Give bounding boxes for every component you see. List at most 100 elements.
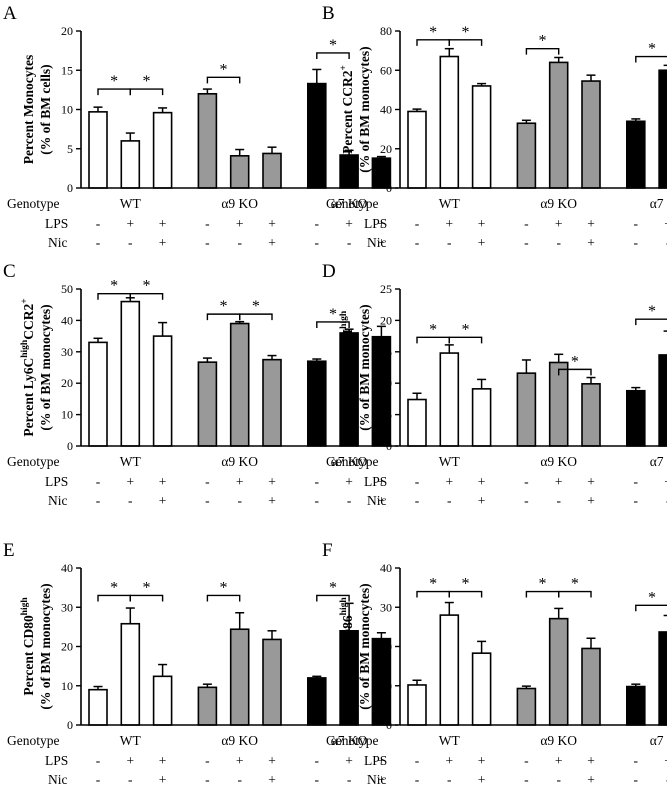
significance-bracket (238, 313, 273, 321)
nic-sign: - (237, 772, 242, 787)
nic-sign: - (634, 772, 639, 787)
significance-star: * (429, 576, 437, 593)
nic-sign: - (347, 235, 352, 250)
lps-sign: + (159, 474, 167, 489)
genotype-label: α7 KO (331, 733, 368, 748)
lps-sign: + (555, 216, 563, 231)
significance-star: * (142, 579, 150, 596)
y-axis-label-line1: Percent CD80high (20, 597, 36, 696)
y-tick-label: 30 (61, 345, 73, 359)
nic-sign: - (128, 493, 133, 508)
y-axis-label-line1: Percent Monocytes (21, 55, 36, 165)
lps-sign: + (664, 753, 667, 768)
y-label-text: Percent CD86 (340, 615, 355, 696)
y-axis-label-line2: (% of BM monocytes) (357, 46, 372, 172)
nic-sign: - (634, 235, 639, 250)
bar (197, 93, 218, 189)
nic-sign: - (128, 772, 133, 787)
bar (229, 155, 250, 189)
y-axis-label-line2: (% of BM monocytes) (357, 583, 372, 709)
y-tick-label: 80 (380, 24, 392, 38)
significance-star: * (571, 353, 579, 370)
y-label-superscript: + (20, 298, 30, 303)
genotype-label: α9 KO (540, 733, 577, 748)
significance-star: * (571, 576, 579, 593)
y-label-superscript: high (20, 597, 30, 616)
nic-sign: + (159, 493, 167, 508)
y-label-text: Percent MHC-II (340, 329, 355, 424)
lps-sign: - (634, 216, 639, 231)
y-tick-label: 40 (380, 103, 392, 117)
y-label-text: Percent Ly6C (21, 358, 36, 437)
y-tick-label: 30 (61, 600, 73, 614)
genotype-label: α9 KO (221, 196, 258, 211)
lps-sign: + (478, 474, 486, 489)
nic-sign: + (268, 493, 276, 508)
bar (120, 140, 141, 189)
genotype-label: WT (439, 196, 461, 211)
row-label-nic: Nic (48, 772, 68, 787)
lps-sign: + (159, 216, 167, 231)
bar (439, 352, 460, 447)
genotype-label: WT (120, 454, 142, 469)
bar (407, 684, 427, 726)
bar (581, 647, 601, 726)
row-label-lps: LPS (364, 753, 387, 768)
bar (262, 638, 282, 726)
nic-sign: - (237, 235, 242, 250)
bar (516, 122, 537, 189)
significance-star: * (110, 73, 118, 90)
bar (471, 85, 492, 189)
significance-bracket (635, 318, 667, 326)
row-label-genotype: Genotype (326, 733, 378, 748)
y-axis-label-line2: (% of BM monocytes) (38, 583, 53, 709)
bar (152, 111, 173, 189)
significance-star: * (539, 33, 547, 50)
significance-bracket (206, 76, 241, 84)
row-label-genotype: Genotype (7, 454, 59, 469)
significance-bracket (448, 590, 483, 598)
nic-sign: + (268, 772, 276, 787)
bar (262, 152, 282, 189)
lps-sign: + (587, 216, 595, 231)
significance-star: * (461, 24, 469, 41)
row-label-lps: LPS (45, 474, 68, 489)
nic-sign: - (556, 235, 561, 250)
lps-sign: - (634, 753, 639, 768)
lps-sign: + (445, 216, 453, 231)
significance-star: * (429, 321, 437, 338)
y-label-text: Percent Monocytes (21, 55, 36, 165)
lps-sign: - (96, 753, 101, 768)
nic-sign: + (587, 235, 595, 250)
lps-sign: - (415, 753, 420, 768)
row-label-lps: LPS (45, 216, 68, 231)
y-label-superscript: high (20, 339, 30, 358)
lps-sign: + (236, 216, 244, 231)
bar (88, 341, 108, 447)
panel-letter: F (322, 540, 333, 561)
y-tick-label: 10 (380, 376, 392, 390)
significance-bracket (129, 293, 164, 300)
bar (197, 361, 218, 447)
y-label-superscript: high (339, 597, 349, 616)
panel-letter: E (3, 540, 15, 561)
nic-sign: + (378, 772, 386, 787)
row-label-genotype: Genotype (326, 454, 378, 469)
genotype-label: α9 KO (221, 733, 258, 748)
significance-bracket (129, 88, 164, 96)
nic-sign: - (556, 493, 561, 508)
row-label-nic: Nic (48, 235, 68, 250)
lps-sign: + (445, 753, 453, 768)
y-tick-label: 40 (380, 561, 392, 575)
panel-letter: A (3, 3, 17, 24)
lps-sign: + (378, 474, 386, 489)
nic-sign: + (478, 493, 486, 508)
bar (658, 354, 667, 447)
y-axis-label-line1: Percent CD86high (339, 597, 355, 696)
y-axis-label-line2: (% of BM monocytes) (38, 304, 53, 430)
genotype-label: α9 KO (540, 454, 577, 469)
significance-star: * (648, 589, 656, 606)
